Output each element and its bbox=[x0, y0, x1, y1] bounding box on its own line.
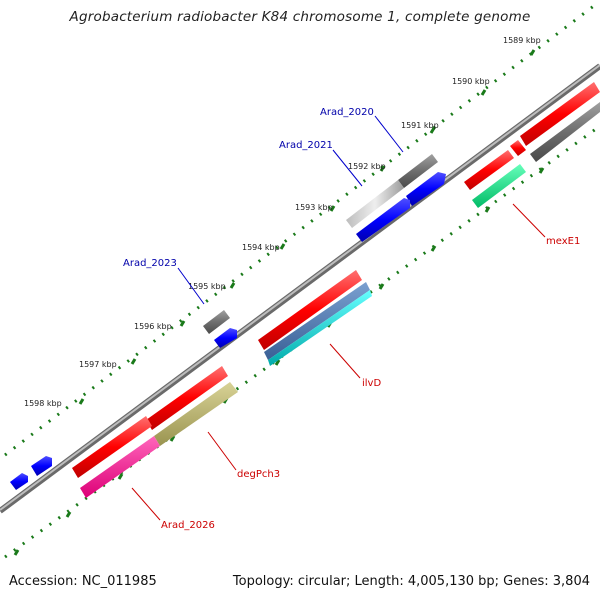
gene-arad-2021-body[interactable] bbox=[346, 180, 404, 228]
outer-scale-dots bbox=[4, 3, 596, 457]
gene-grey-top-right[interactable] bbox=[530, 102, 600, 162]
scale-tick bbox=[130, 358, 137, 365]
gene-blue-left-a[interactable] bbox=[31, 456, 52, 476]
inner-tick bbox=[13, 549, 20, 556]
leader-arad-2020 bbox=[374, 115, 404, 153]
scale-tick bbox=[529, 49, 536, 56]
scale-label-1590: 1590 kbp bbox=[452, 77, 490, 86]
scale-label-1591: 1591 kbp bbox=[401, 121, 439, 130]
gene-arad-2020-body[interactable] bbox=[398, 154, 438, 188]
gene-blue-left-b[interactable] bbox=[10, 473, 28, 490]
gene-degpch3-khaki[interactable] bbox=[154, 382, 238, 446]
scale-label-1589: 1589 kbp bbox=[503, 36, 541, 45]
genome-summary-text: Topology: circular; Length: 4,005,130 bp… bbox=[232, 574, 590, 589]
outer-scale-track: 1589 kbp 1590 kbp 1591 kbp 1592 kbp 1593… bbox=[4, 3, 596, 457]
leader-degpch3 bbox=[207, 431, 237, 471]
leader-arad-2026 bbox=[131, 487, 161, 521]
inner-tick bbox=[117, 473, 124, 480]
gene-blue-2023[interactable] bbox=[214, 328, 237, 348]
label-arad-2020[interactable]: Arad_2020 bbox=[320, 107, 374, 118]
inner-tick bbox=[274, 359, 281, 366]
gene-mexe1-teal[interactable] bbox=[472, 164, 526, 208]
scale-label-1597: 1597 kbp bbox=[79, 360, 117, 369]
chromosome-backbone bbox=[0, 63, 600, 514]
scale-tick bbox=[179, 320, 186, 327]
inner-tick bbox=[378, 283, 385, 290]
scale-tick bbox=[379, 165, 386, 172]
label-mexe1[interactable]: mexE1 bbox=[546, 236, 580, 247]
label-degpch3[interactable]: degPch3 bbox=[237, 469, 280, 480]
gene-labels: Arad_2020 Arad_2021 Arad_2023 mexE1 ilvD… bbox=[123, 107, 580, 531]
scale-label-1592: 1592 kbp bbox=[348, 162, 386, 171]
gene-red-top-right[interactable] bbox=[520, 82, 600, 146]
gene-mexe1-red[interactable] bbox=[464, 150, 514, 190]
label-ilvd[interactable]: ilvD bbox=[362, 378, 381, 389]
scale-tick bbox=[329, 205, 336, 212]
scale-tick bbox=[279, 243, 286, 250]
gene-ilvd-red[interactable] bbox=[258, 270, 362, 350]
scale-tick bbox=[78, 398, 85, 405]
scale-tick bbox=[480, 89, 487, 96]
scale-label-1598: 1598 kbp bbox=[24, 399, 62, 408]
scale-tick bbox=[229, 282, 236, 289]
gene-arad-2026-magenta[interactable] bbox=[80, 436, 160, 498]
gene-red-small-right[interactable] bbox=[510, 140, 526, 156]
inner-tick bbox=[538, 167, 545, 174]
gene-arad-2023-body[interactable] bbox=[203, 310, 230, 334]
gene-blue-2021[interactable] bbox=[356, 198, 410, 242]
scale-label-1595: 1595 kbp bbox=[188, 282, 226, 291]
leader-arad-2023 bbox=[177, 267, 205, 305]
map-title: Agrobacterium radiobacter K84 chromosome… bbox=[69, 9, 531, 25]
scale-label-1596: 1596 kbp bbox=[134, 322, 172, 331]
gene-arad-2026-red[interactable] bbox=[72, 416, 152, 478]
inner-tick bbox=[484, 206, 491, 213]
inner-tick bbox=[169, 435, 176, 442]
gene-blue-2020[interactable] bbox=[406, 172, 446, 206]
label-arad-2026[interactable]: Arad_2026 bbox=[161, 520, 215, 531]
inner-tick bbox=[430, 245, 437, 252]
gene-label-leaders bbox=[131, 115, 546, 521]
leader-arad-2021 bbox=[332, 149, 363, 187]
gene-degpch3-red[interactable] bbox=[146, 366, 228, 430]
accession-text: Accession: NC_011985 bbox=[9, 574, 157, 589]
gene-ilvd-cyan[interactable] bbox=[268, 290, 372, 366]
scale-label-1593: 1593 kbp bbox=[295, 203, 333, 212]
inner-tick bbox=[65, 511, 72, 518]
label-arad-2023[interactable]: Arad_2023 bbox=[123, 258, 177, 269]
forward-features bbox=[10, 82, 600, 490]
leader-ilvd bbox=[329, 343, 361, 379]
leader-mexe1 bbox=[512, 203, 546, 238]
gene-ilvd-steel[interactable] bbox=[264, 282, 370, 360]
label-arad-2021[interactable]: Arad_2021 bbox=[279, 140, 333, 151]
scale-label-1594: 1594 kbp bbox=[242, 243, 280, 252]
scale-tick bbox=[429, 127, 436, 134]
reverse-features bbox=[72, 150, 526, 498]
